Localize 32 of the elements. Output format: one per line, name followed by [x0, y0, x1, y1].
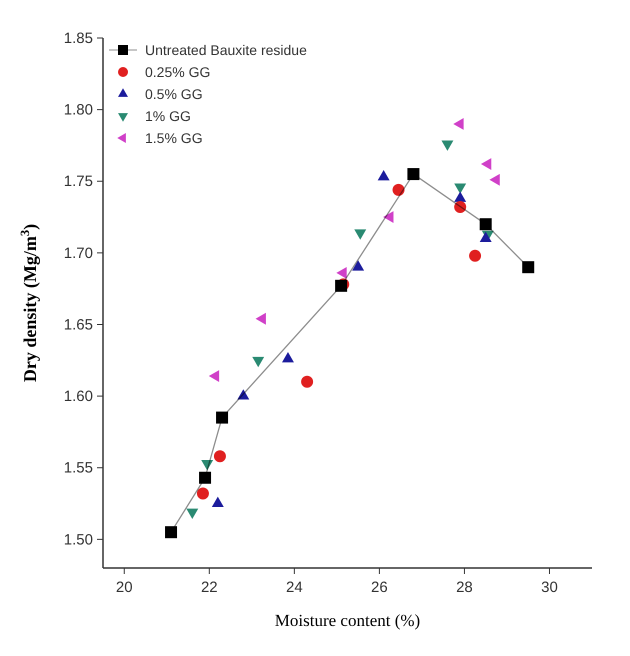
x-axis-title: Moisture content (%) [274, 611, 420, 630]
y-tick-label: 1.80 [64, 102, 93, 119]
legend-label: 1% GG [145, 108, 191, 124]
x-tick-label: 24 [286, 579, 303, 596]
x-tick-label: 28 [456, 579, 473, 596]
point [214, 450, 226, 462]
x-tick-label: 26 [371, 579, 388, 596]
point [407, 168, 420, 180]
point [480, 218, 492, 230]
point [392, 184, 405, 196]
point [199, 472, 212, 484]
point [216, 412, 228, 424]
y-tick-label: 1.75 [64, 173, 93, 190]
point [196, 488, 209, 500]
y-tick-label: 1.85 [64, 30, 93, 47]
point [301, 376, 314, 388]
point [454, 201, 466, 214]
y-tick-label: 1.55 [64, 460, 93, 477]
legend-label: 0.5% GG [145, 86, 203, 102]
x-tick-label: 30 [541, 579, 558, 596]
x-tick-label: 22 [200, 579, 218, 596]
y-tick-label: 1.65 [64, 316, 93, 334]
y-tick-label: 1.60 [64, 388, 93, 406]
x-tick-label: 20 [116, 579, 133, 596]
legend-label: 1.5% GG [145, 130, 203, 146]
legend-label: 0.25% GG [145, 64, 210, 80]
y-tick-label: 1.70 [64, 244, 93, 262]
point [469, 250, 482, 262]
y-tick-label: 1.50 [64, 531, 93, 548]
point [165, 526, 178, 538]
legend-label: Untreated Bauxite residue [145, 42, 308, 58]
point [522, 261, 534, 274]
